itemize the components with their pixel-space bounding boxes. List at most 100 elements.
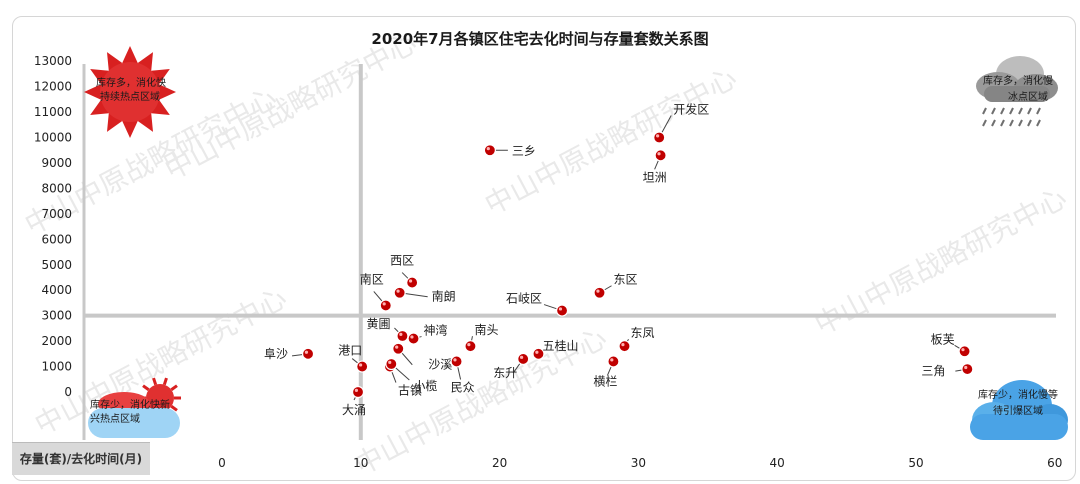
rain-drop bbox=[1036, 107, 1041, 115]
chart-title: 2020年7月各镇区住宅去化时间与存量套数关系图 bbox=[371, 30, 708, 48]
rain-drop bbox=[1036, 119, 1041, 127]
rain-drop bbox=[982, 119, 987, 127]
sun-ray bbox=[122, 46, 138, 64]
data-point-highlight bbox=[358, 363, 363, 367]
cloud-base bbox=[970, 414, 1068, 440]
chart-frame bbox=[12, 16, 1076, 481]
data-point[interactable] bbox=[356, 360, 369, 373]
point-label: 三角 bbox=[921, 364, 945, 378]
data-point-highlight bbox=[964, 365, 968, 370]
data-point[interactable] bbox=[654, 149, 667, 162]
data-point[interactable] bbox=[450, 355, 463, 368]
data-point[interactable] bbox=[379, 299, 392, 312]
data-point[interactable] bbox=[385, 357, 398, 371]
data-point-highlight bbox=[610, 358, 614, 362]
point-label: 小榄 bbox=[413, 379, 437, 393]
x-tick-label: 40 bbox=[770, 456, 785, 470]
data-point-highlight bbox=[388, 360, 392, 365]
data-point-highlight bbox=[453, 358, 457, 362]
y-tick-label: 1000 bbox=[41, 360, 72, 374]
rain-cloud-base bbox=[984, 86, 1050, 102]
quadrant-label-top-left: 库存多，消化快 bbox=[96, 76, 166, 89]
data-point-highlight bbox=[467, 342, 471, 347]
data-point-highlight bbox=[621, 342, 625, 347]
rain-drop bbox=[1018, 119, 1023, 127]
data-point[interactable] bbox=[653, 131, 666, 144]
sun-ray-small bbox=[142, 384, 150, 391]
point-label: 石岐区 bbox=[506, 292, 542, 306]
data-point[interactable] bbox=[593, 286, 606, 299]
data-point[interactable] bbox=[393, 286, 406, 299]
data-point[interactable] bbox=[618, 340, 631, 353]
x-tick-label: 30 bbox=[631, 456, 646, 470]
point-label: 东凤 bbox=[631, 326, 655, 340]
rain-drop bbox=[982, 107, 987, 115]
sun-ray-small bbox=[170, 384, 178, 391]
x-tick-label: 20 bbox=[492, 456, 507, 470]
y-tick-label: 12000 bbox=[34, 80, 72, 94]
point-label: 横栏 bbox=[593, 373, 617, 388]
rain-drop bbox=[1018, 107, 1023, 115]
data-point[interactable] bbox=[351, 385, 365, 399]
rain-drop bbox=[991, 107, 996, 115]
sun-ray bbox=[158, 84, 176, 100]
point-label: 南头 bbox=[474, 322, 498, 337]
data-point[interactable] bbox=[517, 352, 530, 366]
data-point-highlight bbox=[961, 348, 965, 352]
point-label: 神湾 bbox=[424, 323, 448, 338]
quadrant-label-top-right: 库存多，消化慢 bbox=[983, 74, 1053, 87]
sun-ray-small bbox=[170, 405, 178, 412]
rain-drop bbox=[1000, 119, 1005, 127]
sun-ray bbox=[90, 69, 109, 85]
data-point[interactable] bbox=[301, 347, 315, 360]
data-point-highlight bbox=[596, 289, 600, 293]
rain-drop bbox=[1027, 119, 1032, 127]
sun-ray-small bbox=[162, 377, 168, 386]
data-point-highlight bbox=[354, 388, 359, 392]
quadrant-label-top-left: 持续热点区域 bbox=[100, 90, 160, 103]
y-tick-label: 3000 bbox=[41, 309, 72, 323]
point-label: 港口 bbox=[338, 344, 362, 358]
data-point[interactable] bbox=[407, 332, 420, 345]
point-label: 阜沙 bbox=[264, 347, 288, 361]
sun-ray bbox=[137, 52, 153, 71]
sun-ray bbox=[84, 84, 102, 100]
data-point-highlight bbox=[399, 332, 403, 337]
y-tick-label: 5000 bbox=[41, 258, 72, 272]
point-label: 古镇 bbox=[398, 383, 422, 398]
x-tick-label: 0 bbox=[218, 456, 226, 470]
data-point[interactable] bbox=[483, 144, 496, 157]
data-point[interactable] bbox=[464, 340, 477, 353]
data-point[interactable] bbox=[607, 355, 620, 368]
data-point-highlight bbox=[382, 302, 386, 306]
x-tick-label: 10 bbox=[353, 456, 368, 470]
x-tick-label: 50 bbox=[908, 456, 923, 470]
data-point[interactable] bbox=[958, 345, 971, 358]
sun-ray bbox=[151, 69, 170, 85]
data-point-highlight bbox=[558, 307, 563, 311]
data-point[interactable] bbox=[532, 347, 545, 360]
data-point[interactable] bbox=[555, 304, 569, 317]
point-label: 大涌 bbox=[342, 403, 366, 417]
data-point[interactable] bbox=[392, 342, 405, 355]
y-tick-label: 2000 bbox=[41, 334, 72, 348]
point-label: 板芙 bbox=[931, 332, 955, 346]
y-tick-label: 13000 bbox=[34, 54, 72, 68]
y-tick-label: 6000 bbox=[41, 232, 72, 246]
data-point-highlight bbox=[396, 289, 400, 293]
data-point-highlight bbox=[410, 335, 414, 339]
data-point[interactable] bbox=[961, 362, 974, 376]
y-tick-label: 0 bbox=[64, 385, 72, 399]
rain-drop bbox=[1027, 107, 1032, 115]
data-point[interactable] bbox=[406, 276, 419, 289]
data-point[interactable] bbox=[396, 329, 409, 343]
data-point-highlight bbox=[486, 147, 490, 151]
point-label: 民众 bbox=[451, 380, 475, 394]
rain-drop bbox=[1009, 119, 1014, 127]
blue-cloud bbox=[88, 408, 180, 438]
y-tick-label: 7000 bbox=[41, 207, 72, 221]
sun-ray bbox=[107, 113, 123, 132]
axis-caption: 存量(套)/去化时间(月) bbox=[12, 442, 150, 475]
point-label: 坦洲 bbox=[643, 170, 667, 184]
